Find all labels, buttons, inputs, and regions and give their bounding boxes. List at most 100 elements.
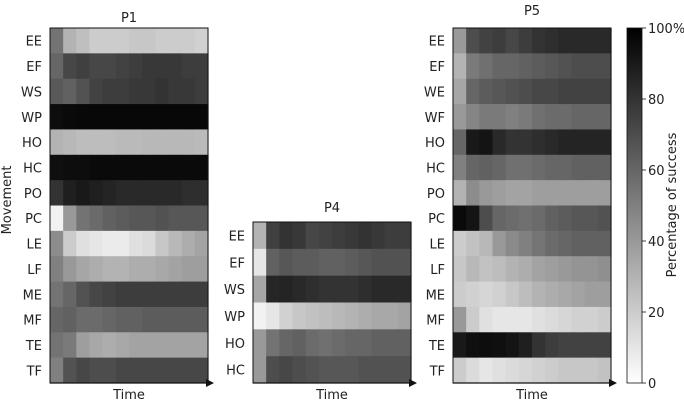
heatmap-cell xyxy=(194,129,209,156)
heatmap-cell xyxy=(332,302,346,330)
heatmap-cell xyxy=(545,28,559,54)
heatmap-cell xyxy=(155,357,170,384)
heatmap-cell xyxy=(76,104,91,130)
heatmap-cell xyxy=(584,306,599,333)
heatmap-cell xyxy=(168,256,183,282)
heatmap-cell xyxy=(194,53,209,80)
heatmap-cell xyxy=(181,53,196,80)
heatmap-cell xyxy=(532,230,546,257)
heatmap-cell xyxy=(332,356,346,384)
heatmap-cell xyxy=(584,53,599,80)
heatmap-cell xyxy=(305,222,320,250)
heatmap-cell xyxy=(50,205,64,232)
heatmap-cell xyxy=(453,154,467,181)
heatmap-cell xyxy=(115,180,130,206)
heatmap-cell xyxy=(142,78,156,105)
heatmap-cell xyxy=(505,357,520,384)
heatmap-cell xyxy=(63,28,77,54)
heatmap-cell xyxy=(155,129,170,156)
heatmap-cell xyxy=(142,205,156,232)
heatmap-cell xyxy=(266,248,280,277)
heatmap-cell xyxy=(253,356,267,384)
heatmap-cell xyxy=(584,28,599,54)
heatmap-cell xyxy=(115,357,130,384)
heatmap-cell xyxy=(76,154,91,181)
row-label: EF xyxy=(229,256,245,271)
heatmap-cell xyxy=(168,357,183,384)
heatmap-cell xyxy=(558,332,573,359)
row-label: TF xyxy=(26,364,42,379)
heatmap-cell xyxy=(76,78,91,105)
heatmap-cell xyxy=(76,28,91,54)
heatmap-cell xyxy=(545,180,559,206)
heatmap-cell xyxy=(479,306,494,333)
heatmap-cell xyxy=(545,256,559,282)
heatmap-cell xyxy=(318,248,333,277)
heatmap-cell xyxy=(63,205,77,232)
heatmap-cell xyxy=(384,275,399,303)
heatmap-cell xyxy=(384,329,399,357)
heatmap-cell xyxy=(584,281,599,308)
heatmap-cell xyxy=(479,180,494,206)
heatmap-cell xyxy=(115,281,130,308)
heatmap-cell xyxy=(505,104,520,130)
heatmap-cell xyxy=(466,154,480,181)
heatmap-cell xyxy=(492,78,507,105)
heatmap-cell xyxy=(518,306,533,333)
heatmap-cell xyxy=(518,129,533,156)
heatmap-cell xyxy=(142,357,156,384)
row-label: WE xyxy=(424,85,445,100)
heatmap-cell xyxy=(129,281,143,308)
heatmap-cell xyxy=(168,205,183,232)
heatmap-cell xyxy=(584,332,599,359)
heatmap-cell xyxy=(571,332,586,359)
heatmap-cell xyxy=(50,53,64,80)
heatmap-cell xyxy=(518,154,533,181)
heatmap-cell xyxy=(63,78,77,105)
heatmap-cell xyxy=(89,306,104,333)
heatmap-cell xyxy=(194,154,209,181)
heatmap-cell xyxy=(479,78,494,105)
heatmap-cell xyxy=(571,129,586,156)
heatmap-cell xyxy=(558,256,573,282)
heatmap-cell xyxy=(518,28,533,54)
heatmap-cell xyxy=(466,256,480,282)
heatmap-cell xyxy=(518,78,533,105)
row-label: PC xyxy=(428,212,445,227)
heatmap-cell xyxy=(505,78,520,105)
heatmap-cell xyxy=(168,306,183,333)
heatmap-cell xyxy=(466,230,480,257)
heatmap-cell xyxy=(63,256,77,282)
heatmap-cell xyxy=(115,332,130,359)
heatmap-cell xyxy=(518,256,533,282)
heatmap-cell xyxy=(181,104,196,130)
heatmap-cell xyxy=(558,230,573,257)
row-label: HO xyxy=(425,136,445,151)
heatmap-cell xyxy=(397,329,412,357)
heatmap-cell xyxy=(479,53,494,80)
colorbar-tick-label: 60 xyxy=(648,164,665,179)
heatmap-cell xyxy=(63,154,77,181)
row-label: PC xyxy=(25,212,42,227)
heatmap-cell xyxy=(76,256,91,282)
heatmap-cell xyxy=(597,306,612,333)
heatmap-cell xyxy=(194,332,209,359)
heatmap-cell xyxy=(181,256,196,282)
heatmap-cell xyxy=(545,281,559,308)
heatmap-cell xyxy=(492,154,507,181)
heatmap-cell xyxy=(142,332,156,359)
panel-title: P5 xyxy=(524,4,540,19)
heatmap-cell xyxy=(50,332,64,359)
heatmap-cell xyxy=(194,256,209,282)
heatmap-cell xyxy=(305,302,320,330)
panel-title: P4 xyxy=(324,201,340,216)
heatmap-cell xyxy=(181,154,196,181)
heatmap-cell xyxy=(181,180,196,206)
heatmap-cell xyxy=(558,306,573,333)
row-label: HO xyxy=(225,337,245,352)
heatmap-cell xyxy=(50,306,64,333)
heatmap-cell xyxy=(479,129,494,156)
heatmap-cell xyxy=(518,180,533,206)
heatmap-cell xyxy=(168,129,183,156)
heatmap-cell xyxy=(102,205,117,232)
